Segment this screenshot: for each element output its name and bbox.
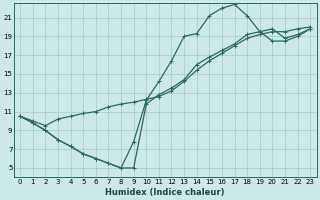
- X-axis label: Humidex (Indice chaleur): Humidex (Indice chaleur): [106, 188, 225, 197]
